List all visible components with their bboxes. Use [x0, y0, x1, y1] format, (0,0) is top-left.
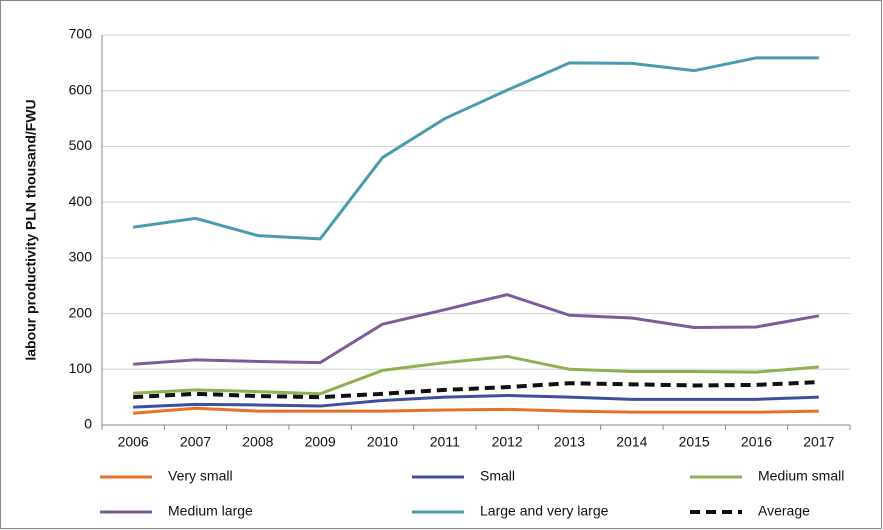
x-tick-label: 2013 [554, 434, 585, 450]
x-tick-label: 2015 [679, 434, 710, 450]
series-line [133, 293, 820, 366]
x-tick-label: 2016 [741, 434, 772, 450]
x-tick-label: 2009 [305, 434, 336, 450]
legend-label: Large and very large [480, 503, 609, 519]
legend-label: Small [480, 468, 515, 484]
x-tick-label: 2010 [367, 434, 398, 450]
y-tick-label: 0 [84, 416, 92, 432]
x-tick-label: 2017 [803, 434, 834, 450]
y-tick-label: 100 [69, 360, 93, 376]
x-tick-label: 2014 [616, 434, 647, 450]
y-tick-label: 200 [69, 304, 93, 320]
y-tick-label: 400 [69, 193, 93, 209]
x-tick-label: 2011 [430, 434, 460, 450]
x-tick-label: 2012 [492, 434, 523, 450]
y-tick-label: 700 [69, 26, 93, 42]
legend-label: Average [758, 503, 810, 519]
series-line [133, 406, 819, 415]
legend-label: Medium large [168, 503, 253, 519]
y-tick-label: 500 [69, 137, 93, 153]
series-line [132, 56, 819, 241]
x-tick-label: 2007 [180, 434, 211, 450]
legend-label: Medium small [758, 468, 844, 484]
series-line [133, 393, 819, 409]
x-tick-label: 2008 [242, 434, 273, 450]
series-line [133, 380, 819, 400]
x-tick-label: 2006 [118, 434, 149, 450]
legend-label: Very small [168, 468, 233, 484]
y-tick-label: 600 [69, 81, 93, 97]
y-axis-title: labour productivity PLN thousand/FWU [23, 99, 39, 360]
series-line [133, 354, 819, 396]
y-tick-label: 300 [69, 249, 93, 265]
